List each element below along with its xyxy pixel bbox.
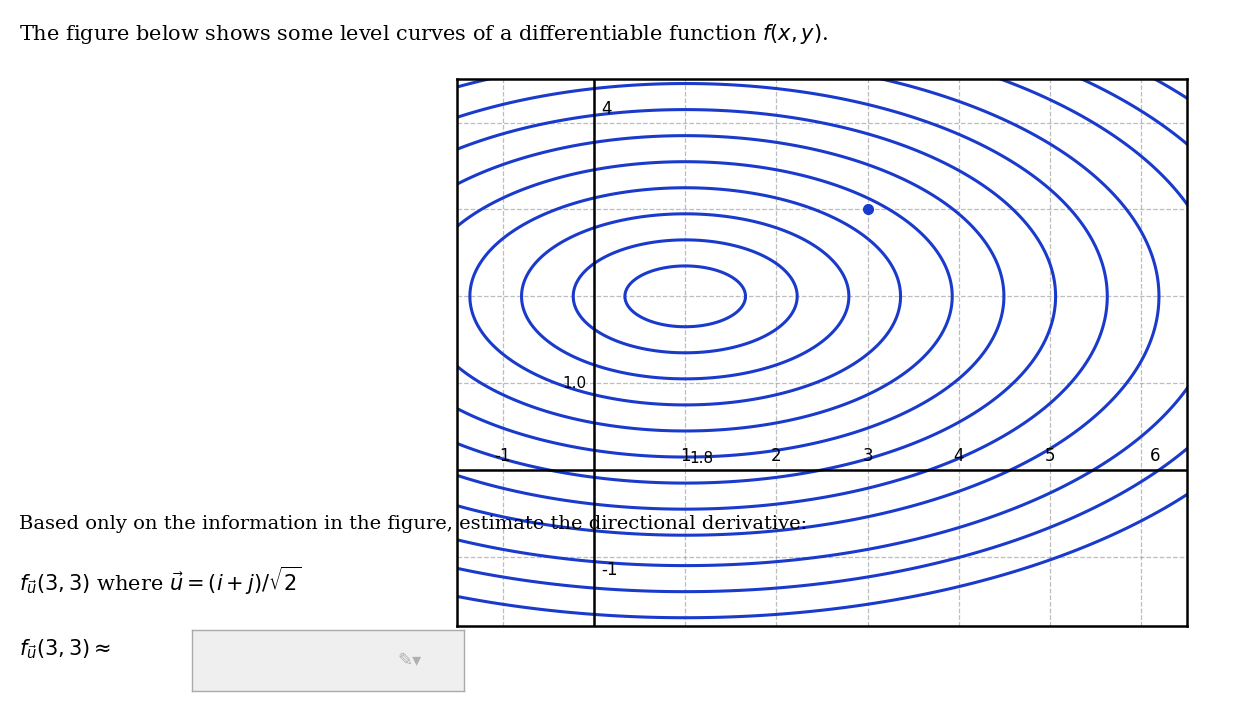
Text: ✎▾: ✎▾	[397, 652, 421, 670]
Text: -1: -1	[494, 447, 512, 465]
Text: 4: 4	[602, 100, 612, 118]
Text: The figure below shows some level curves of a differentiable function $f(x, y)$.: The figure below shows some level curves…	[19, 22, 828, 45]
Text: 2: 2	[771, 447, 781, 465]
Text: 1: 1	[680, 447, 691, 465]
Text: 1.8: 1.8	[690, 451, 714, 466]
Text: Based only on the information in the figure, estimate the directional derivative: Based only on the information in the fig…	[19, 515, 807, 533]
Text: 6: 6	[1149, 447, 1161, 465]
Text: 1.0: 1.0	[562, 376, 587, 391]
Text: -1: -1	[602, 562, 618, 580]
Text: $f_{\vec{u}}(3, 3)$ where $\vec{u} = (i + j)/\sqrt{2}$: $f_{\vec{u}}(3, 3)$ where $\vec{u} = (i …	[19, 565, 300, 598]
Text: 4: 4	[953, 447, 964, 465]
Text: 5: 5	[1044, 447, 1056, 465]
Text: $f_{\vec{u}}(3, 3) \approx$: $f_{\vec{u}}(3, 3) \approx$	[19, 637, 111, 661]
Text: 3: 3	[863, 447, 873, 465]
